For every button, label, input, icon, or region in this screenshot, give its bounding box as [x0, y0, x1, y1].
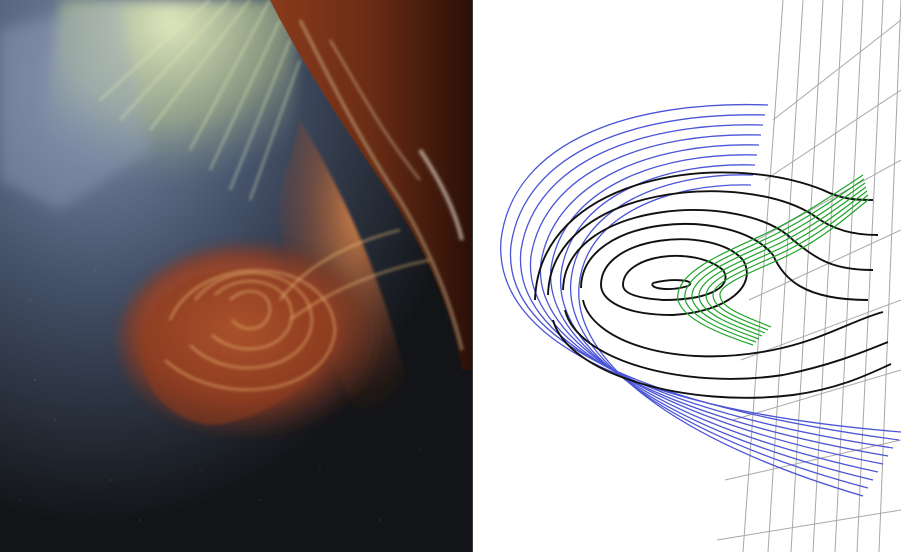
solar-eruption-photo: [0, 0, 472, 552]
field-line-model: [473, 0, 901, 552]
cme-loops: [164, 229, 431, 391]
solar-limb: [270, 0, 472, 370]
noise-texture: [19, 239, 421, 521]
flux-rope-lines: [677, 174, 870, 346]
core-field-lines: [534, 171, 892, 399]
solar-eruption-illustration: [0, 0, 472, 552]
corona-streamers: [0, 0, 300, 230]
field-line-diagram: [500, 0, 901, 552]
surface-grid: [716, 0, 901, 552]
panel-divider: [472, 0, 473, 552]
outer-field-lines: [500, 103, 901, 497]
corona-rays: [99, 0, 301, 201]
cme-bubble: [120, 245, 380, 435]
